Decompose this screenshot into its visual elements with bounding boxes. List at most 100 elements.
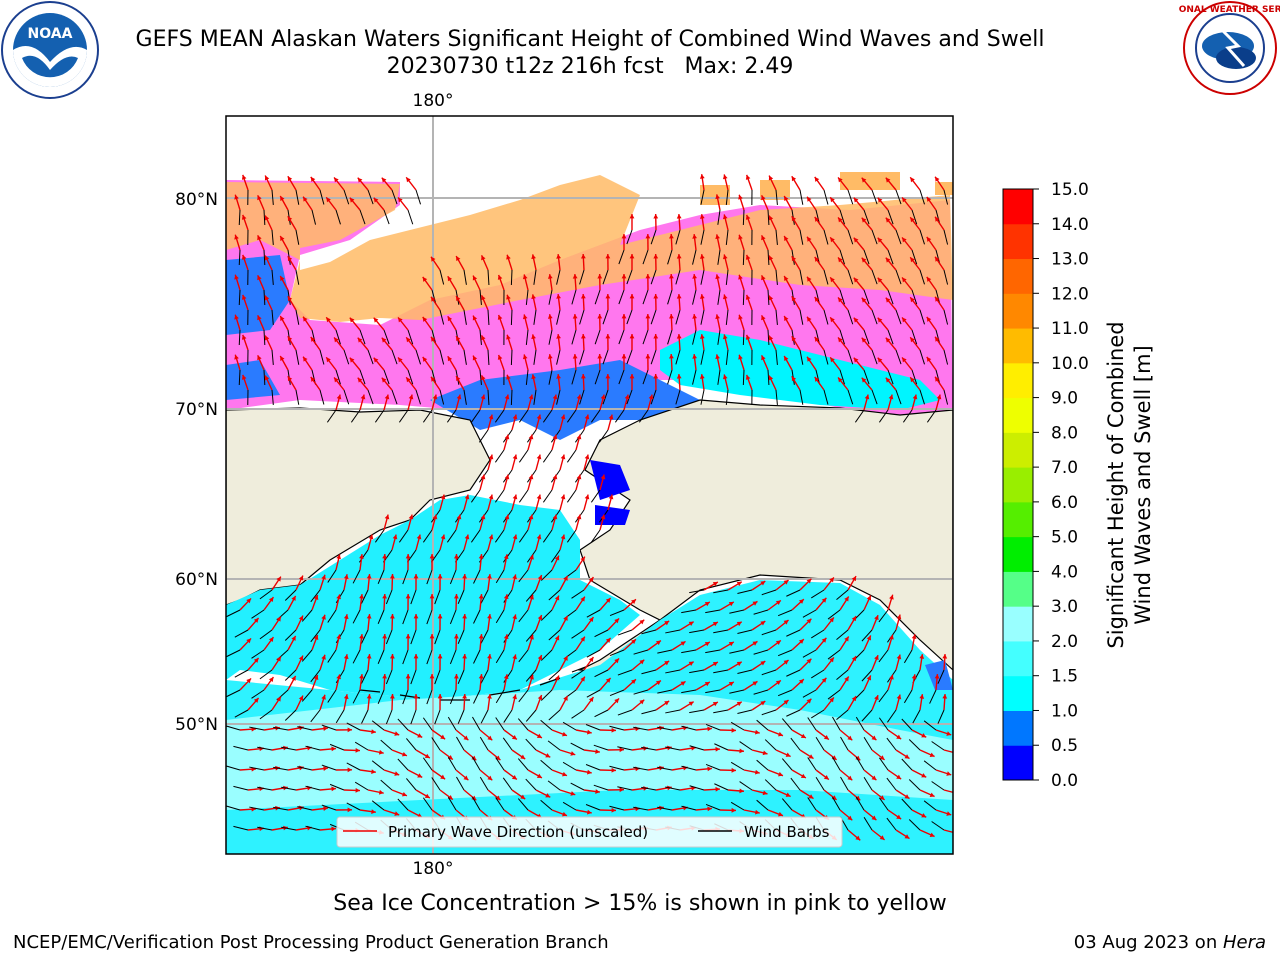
wave-direction-arrowhead xyxy=(955,751,960,756)
colorbar-tick-label: 6.0 xyxy=(1051,493,1078,513)
wave-direction-arrowhead xyxy=(935,256,940,262)
wave-direction-arrowhead xyxy=(563,575,568,581)
wind-barb xyxy=(626,389,633,405)
wind-barb xyxy=(811,589,825,599)
wind-barb xyxy=(923,720,937,731)
wave-direction-arrowhead xyxy=(821,637,827,643)
wind-barb xyxy=(352,689,361,704)
wave-direction-arrowhead xyxy=(381,337,387,343)
wind-barb xyxy=(480,589,489,604)
wave-direction-arrowhead xyxy=(373,357,379,363)
wind-barb xyxy=(434,669,441,685)
wind-barb xyxy=(633,766,649,771)
wind-barb xyxy=(533,269,537,285)
wind-barb xyxy=(878,797,889,811)
wind-barb xyxy=(335,369,341,385)
wave-direction-arrowhead xyxy=(655,680,661,686)
wind-barb xyxy=(665,669,681,674)
wind-barb xyxy=(911,369,918,385)
wave-direction-arrowhead xyxy=(851,696,857,702)
wave-direction-arrowhead xyxy=(929,752,935,757)
wave-direction-arrowhead xyxy=(902,277,907,283)
map-area xyxy=(226,116,960,854)
wind-barb xyxy=(832,716,841,731)
wave-direction-arrowhead xyxy=(645,274,651,279)
nws-logo: NATIONAL WEATHER SERVICE xyxy=(1178,1,1280,95)
wave-direction-arrowhead xyxy=(481,255,486,261)
wind-barb xyxy=(470,489,481,503)
wave-direction-arrowhead xyxy=(614,698,620,704)
wind-barb xyxy=(547,780,561,791)
wind-barb xyxy=(919,309,925,325)
wind-barb xyxy=(626,229,633,245)
wave-direction-arrowhead xyxy=(926,276,932,282)
wave-direction-arrowhead xyxy=(487,775,493,781)
wind-barb xyxy=(327,569,337,583)
wind-barb xyxy=(717,289,721,305)
wind-barb xyxy=(943,349,949,365)
wave-direction-arrowhead xyxy=(264,255,270,261)
wind-barb xyxy=(602,349,609,365)
wind-barb xyxy=(327,609,337,623)
wave-direction-arrowhead xyxy=(424,753,430,759)
wind-barb xyxy=(571,709,585,719)
wave-direction-arrowhead xyxy=(453,594,459,599)
wind-barb xyxy=(548,589,561,601)
wind-barb xyxy=(510,389,513,406)
wind-barb xyxy=(233,745,249,751)
beaufort-sea-waves xyxy=(660,330,940,410)
wind-barb xyxy=(297,766,313,771)
wave-direction-arrowhead xyxy=(366,614,372,619)
wind-barb xyxy=(725,349,729,365)
wind-barb xyxy=(705,764,721,771)
wave-direction-arrowhead xyxy=(431,256,436,262)
wave-direction-arrowhead xyxy=(823,774,829,780)
map-frame xyxy=(225,115,954,855)
colorbar-title-line1: Significant Height of Combined xyxy=(1104,321,1128,648)
wind-barb xyxy=(642,329,649,345)
wind-barb xyxy=(919,349,925,365)
credit-date: 03 Aug 2023 on xyxy=(1073,932,1223,953)
wind-barb xyxy=(377,689,385,705)
wind-barb xyxy=(305,745,321,751)
wind-barb xyxy=(518,649,529,663)
wind-barb xyxy=(510,309,513,326)
wave-direction-arrowhead xyxy=(853,357,859,363)
wave-direction-arrowhead xyxy=(877,277,883,283)
wind-barb xyxy=(642,369,649,385)
wind-barb xyxy=(767,289,770,306)
wind-barb xyxy=(807,757,817,771)
wind-barb xyxy=(714,783,729,791)
wind-barb xyxy=(650,389,657,405)
wave-direction-arrowhead xyxy=(313,675,319,680)
wind-barb xyxy=(863,329,870,345)
wave-direction-arrowhead xyxy=(512,694,517,700)
wind-barb xyxy=(832,796,841,811)
wind-barb xyxy=(457,589,465,605)
wave-direction-arrowhead xyxy=(830,197,835,203)
wave-direction-arrowhead xyxy=(246,638,252,644)
wind-barb xyxy=(887,289,894,305)
wave-direction-arrowhead xyxy=(814,176,820,182)
wind-barb xyxy=(431,737,441,751)
wave-direction-arrowhead xyxy=(621,234,627,239)
wave-direction-arrowhead xyxy=(584,414,590,420)
wave-direction-arrowhead xyxy=(556,374,561,379)
wave-direction-arrowhead xyxy=(531,254,536,260)
wave-direction-arrowhead xyxy=(464,534,470,540)
wave-direction-arrowhead xyxy=(942,654,948,659)
wave-direction-arrowhead xyxy=(528,434,534,440)
wind-barb xyxy=(823,349,829,365)
wave-direction-arrowhead xyxy=(366,574,372,579)
wind-barb xyxy=(548,289,553,305)
wind-barb xyxy=(234,629,249,638)
wind-barb xyxy=(657,726,673,731)
wave-direction-arrowhead xyxy=(576,514,582,520)
wind-barb xyxy=(742,329,745,346)
credit-left: NCEP/EMC/Verification Post Processing Pr… xyxy=(13,932,609,953)
wave-direction-arrowhead xyxy=(287,296,293,302)
wind-barb xyxy=(406,549,417,563)
wave-direction-arrowhead xyxy=(688,621,694,627)
wind-barb xyxy=(761,629,777,636)
wind-barb xyxy=(525,709,537,722)
